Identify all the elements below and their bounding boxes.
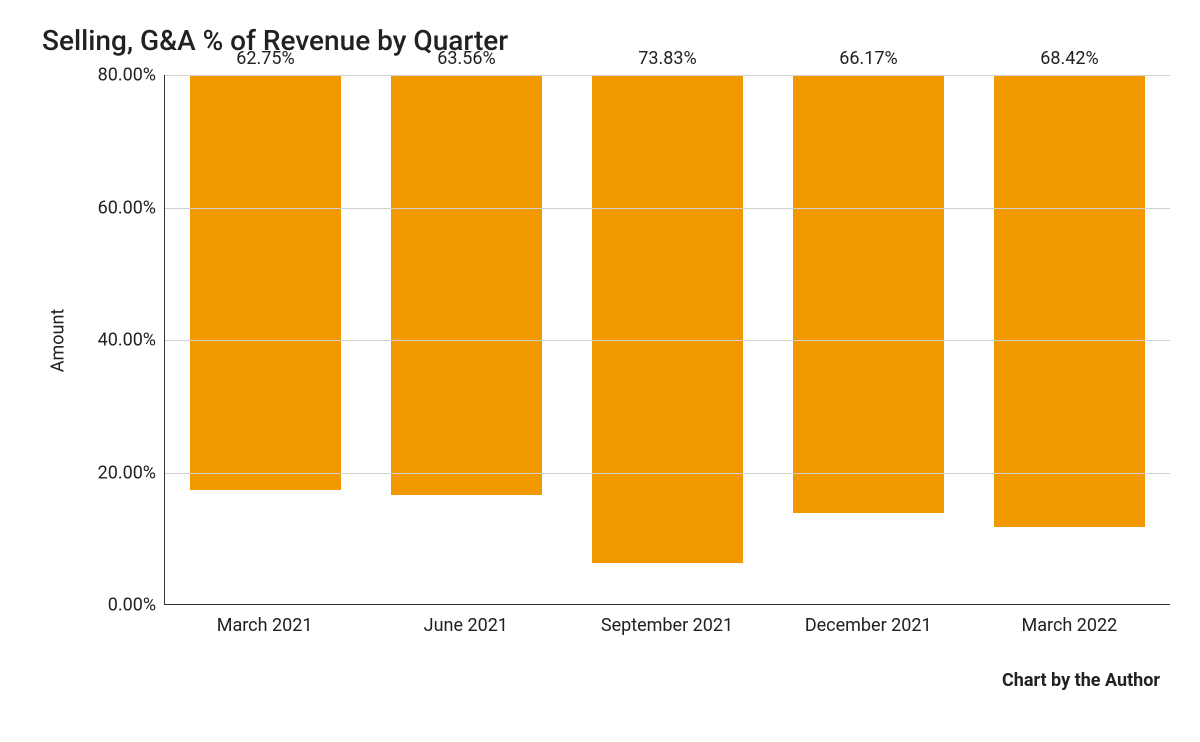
- y-tick-label: 0.00%: [108, 595, 156, 616]
- bar-value-label: 62.75%: [236, 48, 294, 69]
- chart-credit: Chart by the Author: [40, 670, 1160, 691]
- bar: 73.83%: [592, 75, 743, 563]
- x-tick-label: June 2021: [365, 605, 566, 636]
- bar-value-label: 73.83%: [638, 48, 696, 69]
- x-tick-label: December 2021: [768, 605, 969, 636]
- y-axis-ticks: 0.00%20.00%40.00%60.00%80.00%: [76, 75, 164, 605]
- y-axis-label-col: Amount: [40, 75, 76, 605]
- chart-container: Selling, G&A % of Revenue by Quarter Amo…: [0, 0, 1200, 742]
- plot-row: Amount 0.00%20.00%40.00%60.00%80.00% 62.…: [40, 75, 1170, 605]
- x-tick-label: March 2021: [164, 605, 365, 636]
- y-tick-label: 80.00%: [98, 65, 156, 86]
- gridline: [165, 340, 1170, 341]
- y-tick-label: 40.00%: [98, 330, 156, 351]
- bar: 63.56%: [391, 75, 542, 495]
- plot-area: 62.75% 63.56% 73.83% 66.17% 68.42%: [164, 75, 1170, 605]
- bar-value-label: 68.42%: [1040, 48, 1098, 69]
- x-tick-label: September 2021: [566, 605, 767, 636]
- bar-value-label: 66.17%: [839, 48, 897, 69]
- gridline: [165, 208, 1170, 209]
- gridline: [165, 75, 1170, 76]
- bar: 66.17%: [793, 75, 944, 513]
- y-axis-label: Amount: [48, 308, 69, 372]
- y-tick-label: 20.00%: [98, 462, 156, 483]
- bar: 62.75%: [190, 75, 341, 490]
- x-axis-ticks: March 2021June 2021September 2021Decembe…: [164, 605, 1170, 636]
- chart-title: Selling, G&A % of Revenue by Quarter: [42, 24, 1170, 57]
- bar-value-label: 63.56%: [437, 48, 495, 69]
- x-tick-label: March 2022: [969, 605, 1170, 636]
- bar: 68.42%: [994, 75, 1145, 527]
- y-tick-label: 60.00%: [98, 197, 156, 218]
- gridline: [165, 473, 1170, 474]
